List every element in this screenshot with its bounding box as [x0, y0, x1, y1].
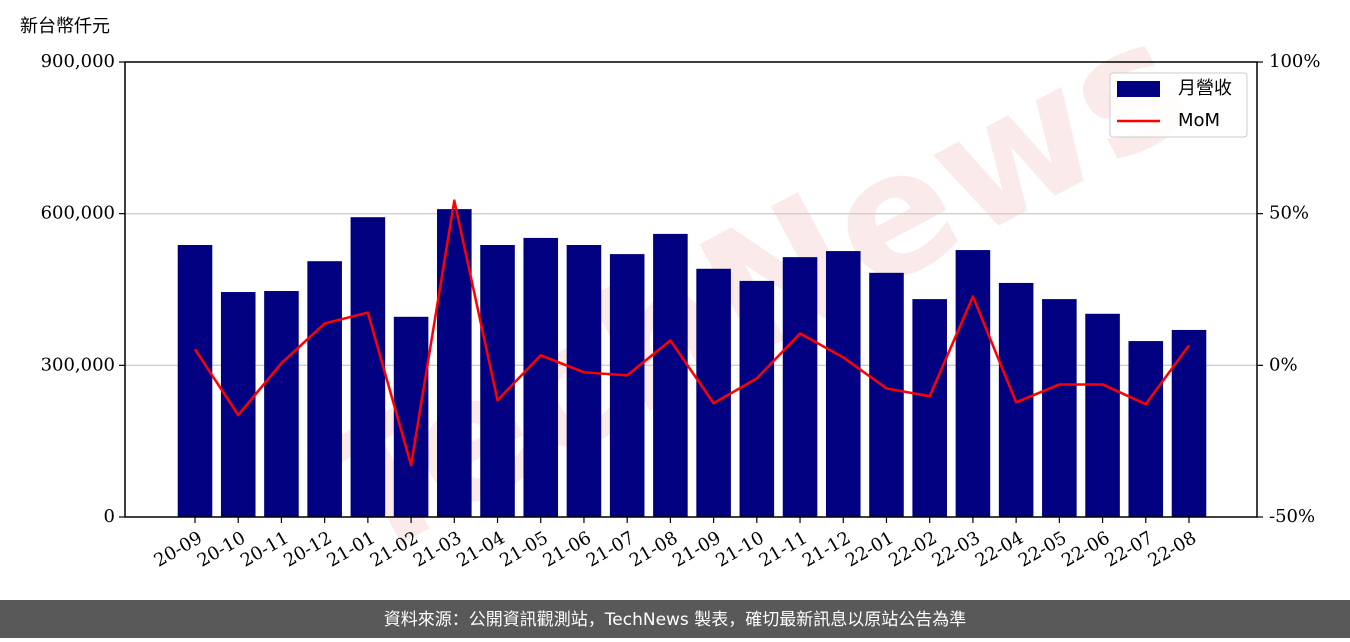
x-tick-label: 22-06: [1058, 527, 1113, 571]
bar: [437, 209, 472, 517]
x-tick-label: 22-08: [1145, 527, 1200, 571]
x-tick-label: 21-09: [669, 527, 724, 571]
bar: [912, 299, 947, 517]
bar: [955, 250, 991, 518]
legend-swatch: [1117, 81, 1160, 97]
x-tick-label: 21-11: [756, 527, 811, 571]
y2-tick-label: 50%: [1269, 203, 1309, 224]
bar: [566, 245, 602, 517]
x-tick-label: 22-05: [1015, 527, 1070, 571]
bar: [1042, 299, 1077, 517]
bar: [177, 245, 213, 517]
x-tick-label: 20-12: [280, 527, 335, 571]
x-tick-label: 22-04: [972, 527, 1027, 571]
line: [193, 199, 1191, 467]
legend-label: 月營收: [1178, 78, 1232, 99]
bar: [1085, 313, 1120, 517]
x-tick-label: 22-07: [1101, 527, 1156, 571]
legend-label: MoM: [1178, 110, 1220, 131]
bar: [307, 261, 342, 517]
y2-tick-label: 100%: [1269, 51, 1320, 72]
x-tick-label: 20-09: [151, 527, 206, 571]
y2-tick-label: -50%: [1269, 506, 1315, 527]
bar: [869, 272, 904, 517]
x-tick-label: 21-08: [626, 527, 681, 571]
bar: [782, 257, 818, 517]
bar: [350, 217, 386, 517]
bar: [696, 268, 731, 517]
bar: [1171, 329, 1207, 517]
bar: [393, 316, 429, 517]
bar: [480, 245, 515, 517]
y2-tick-label: 0%: [1269, 354, 1298, 375]
source-note: 資料來源：公開資訊觀測站，TechNews 製表，確切最新訊息以原站公告為準: [384, 610, 966, 630]
bar: [264, 291, 299, 517]
bar: [523, 237, 559, 517]
bar: [609, 254, 645, 517]
x-tick-label: 20-11: [237, 527, 292, 571]
x-tick-label: 20-10: [194, 527, 249, 571]
bar: [220, 292, 256, 517]
bar: [739, 280, 775, 517]
footer-band: [0, 600, 1350, 638]
x-tick-label: 22-02: [885, 527, 940, 571]
x-tick-label: 21-06: [540, 527, 595, 571]
y-tick-label: 0: [104, 506, 115, 527]
bar: [825, 251, 861, 518]
y-unit-label: 新台幣仟元: [20, 16, 110, 37]
bar: [1128, 341, 1164, 517]
y-tick-label: 900,000: [41, 51, 115, 72]
x-tick-label: 22-03: [928, 527, 983, 571]
x-tick-label: 21-07: [583, 527, 638, 571]
plot-frame: [124, 61, 1258, 518]
y-tick-label: 600,000: [41, 203, 115, 224]
x-tick-label: 21-12: [799, 527, 854, 571]
x-tick-label: 22-01: [842, 527, 897, 571]
x-tick-label: 21-10: [712, 527, 767, 571]
y-tick-label: 300,000: [41, 354, 115, 375]
bar: [653, 233, 688, 517]
